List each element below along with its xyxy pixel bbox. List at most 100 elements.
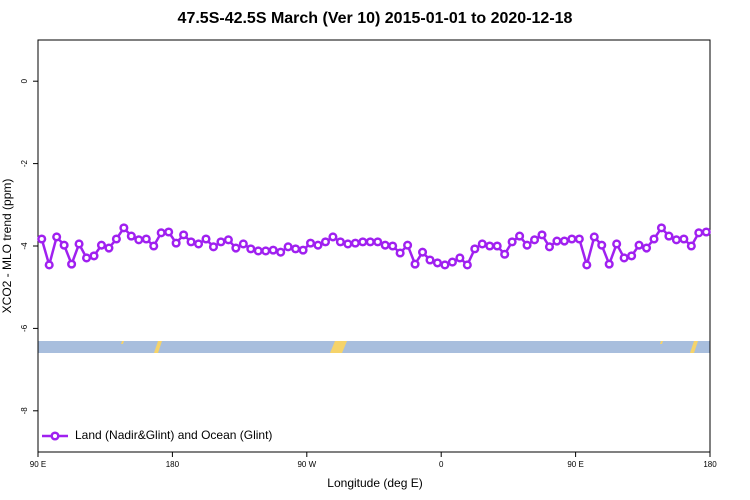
data-point — [201, 234, 211, 244]
data-point — [141, 234, 151, 244]
data-point — [283, 242, 293, 252]
y-tick-label: -4 — [20, 242, 29, 250]
data-point — [679, 234, 689, 244]
data-point — [171, 238, 181, 248]
x-tick-label: 90 E — [30, 460, 46, 469]
data-point — [89, 251, 99, 261]
coverage-band — [38, 341, 710, 353]
data-point — [96, 240, 107, 250]
data-point — [298, 245, 308, 255]
data-point — [81, 253, 92, 263]
data-point — [522, 240, 532, 250]
y-tick-label: -8 — [20, 407, 29, 415]
data-point — [111, 234, 121, 244]
y-tick-label: -6 — [20, 324, 29, 332]
data-point — [410, 259, 420, 269]
x-tick-label: 180 — [703, 460, 717, 469]
data-point — [59, 240, 69, 250]
data-point — [343, 239, 353, 249]
data-point — [604, 259, 614, 269]
data-point — [291, 244, 301, 254]
data-point — [350, 238, 360, 248]
data-point — [104, 243, 114, 253]
data-point — [216, 237, 226, 247]
data-point — [328, 232, 338, 242]
data-point — [335, 237, 345, 247]
data-point — [440, 260, 450, 270]
data-point — [701, 227, 711, 237]
data-point — [119, 223, 129, 233]
data-point — [126, 231, 136, 241]
data-point — [477, 239, 487, 249]
data-point — [544, 242, 555, 252]
data-point — [507, 237, 517, 247]
data-point — [223, 235, 233, 245]
legend-label: Land (Nadir&Glint) and Ocean (Glint) — [75, 428, 272, 442]
data-point — [373, 237, 383, 247]
data-point — [492, 241, 502, 251]
data-point — [403, 240, 413, 250]
coverage-marks — [121, 341, 698, 353]
data-point — [582, 260, 592, 270]
x-tick-label: 90 W — [297, 460, 316, 469]
data-point — [52, 232, 62, 242]
data-point — [179, 230, 189, 240]
data-point — [694, 228, 704, 238]
data-point — [462, 260, 472, 270]
data-point — [649, 234, 659, 244]
data-point — [515, 231, 525, 241]
data-point — [238, 239, 248, 249]
data-point — [246, 244, 256, 254]
data-point — [455, 253, 465, 263]
data-point — [74, 239, 84, 249]
data-point — [619, 253, 629, 263]
data-point — [276, 247, 286, 257]
data-point — [365, 237, 375, 247]
data-point — [597, 240, 607, 250]
data-point — [388, 241, 398, 251]
data-point — [574, 234, 584, 244]
data-point — [589, 232, 599, 242]
data-point — [552, 236, 562, 246]
data-point — [134, 235, 144, 245]
data-point — [156, 228, 166, 238]
data-point — [395, 248, 405, 258]
data-point — [268, 245, 278, 255]
data-point — [470, 244, 480, 254]
plot-frame — [37, 39, 711, 453]
data-point — [485, 241, 495, 251]
data-point — [320, 237, 331, 247]
legend-marker — [50, 431, 60, 441]
data-point — [208, 242, 219, 252]
y-tick-label: 0 — [20, 78, 29, 83]
data-point — [567, 234, 577, 244]
x-tick-label: 0 — [439, 460, 444, 469]
data-point — [432, 258, 443, 268]
data-point — [358, 237, 368, 247]
data-point — [261, 246, 271, 256]
data-point — [656, 223, 667, 233]
data-point — [559, 236, 569, 246]
x-tick-label: 180 — [166, 460, 180, 469]
data-point — [67, 259, 77, 269]
y-tick-label: -2 — [20, 159, 29, 167]
data-point — [253, 246, 263, 256]
data-point — [612, 239, 622, 249]
data-point — [671, 235, 681, 245]
data-point — [37, 234, 47, 244]
data-point — [529, 235, 540, 245]
data-point — [149, 241, 159, 251]
x-axis-label: Longitude (deg E) — [327, 476, 422, 490]
x-tick-label: 90 E — [567, 460, 583, 469]
data-point — [664, 231, 674, 241]
data-point — [44, 260, 54, 270]
data-point — [686, 241, 696, 251]
data-point — [186, 237, 196, 247]
data-point — [193, 239, 204, 249]
data-point — [380, 240, 390, 250]
data-point — [417, 247, 428, 257]
data-point — [164, 227, 174, 237]
y-axis-label: XCO2 - MLO trend (ppm) — [0, 179, 14, 314]
data-point — [537, 230, 547, 240]
